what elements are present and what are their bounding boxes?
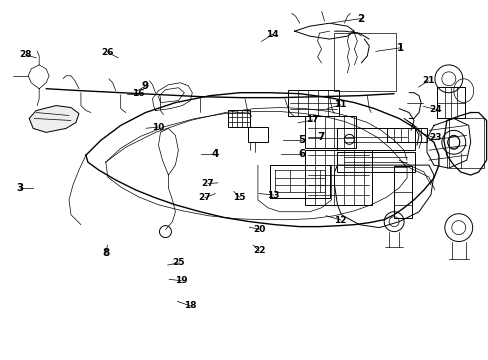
Text: 2: 2	[357, 14, 364, 23]
Text: 16: 16	[132, 89, 144, 98]
Text: 11: 11	[334, 100, 346, 109]
Bar	[337, 152, 414, 172]
Text: 26: 26	[101, 48, 113, 57]
Text: 6: 6	[298, 149, 305, 159]
Text: 24: 24	[428, 105, 441, 114]
Bar	[337, 129, 414, 150]
Text: 9: 9	[141, 81, 148, 91]
Bar	[247, 127, 267, 142]
Text: 23: 23	[428, 133, 441, 142]
Text: 1: 1	[396, 43, 403, 53]
Text: 18: 18	[183, 301, 196, 310]
Text: 25: 25	[172, 258, 185, 267]
Text: 27: 27	[198, 193, 210, 202]
Bar	[227, 109, 249, 127]
Text: 17: 17	[305, 116, 318, 125]
Text: 21: 21	[421, 76, 434, 85]
Bar	[304, 117, 356, 148]
Text: 8: 8	[102, 248, 109, 258]
Text: 10: 10	[151, 123, 164, 132]
Text: 14: 14	[266, 30, 279, 39]
Bar	[287, 90, 339, 116]
Text: 22: 22	[252, 246, 265, 255]
Text: 7: 7	[317, 132, 325, 142]
Text: 3: 3	[16, 183, 23, 193]
Text: 5: 5	[298, 135, 305, 145]
Bar	[304, 150, 371, 205]
Polygon shape	[29, 105, 79, 132]
Text: 13: 13	[267, 190, 279, 199]
Bar	[393, 166, 411, 218]
Text: 28: 28	[20, 50, 32, 59]
Text: 19: 19	[175, 276, 187, 285]
Text: 20: 20	[252, 225, 264, 234]
Text: 12: 12	[334, 216, 346, 225]
Bar	[436, 87, 464, 118]
Bar	[386, 129, 426, 142]
Bar	[448, 118, 483, 168]
Text: 27: 27	[202, 179, 214, 188]
Bar	[334, 33, 395, 91]
Text: 15: 15	[233, 193, 245, 202]
Text: 4: 4	[211, 149, 219, 159]
